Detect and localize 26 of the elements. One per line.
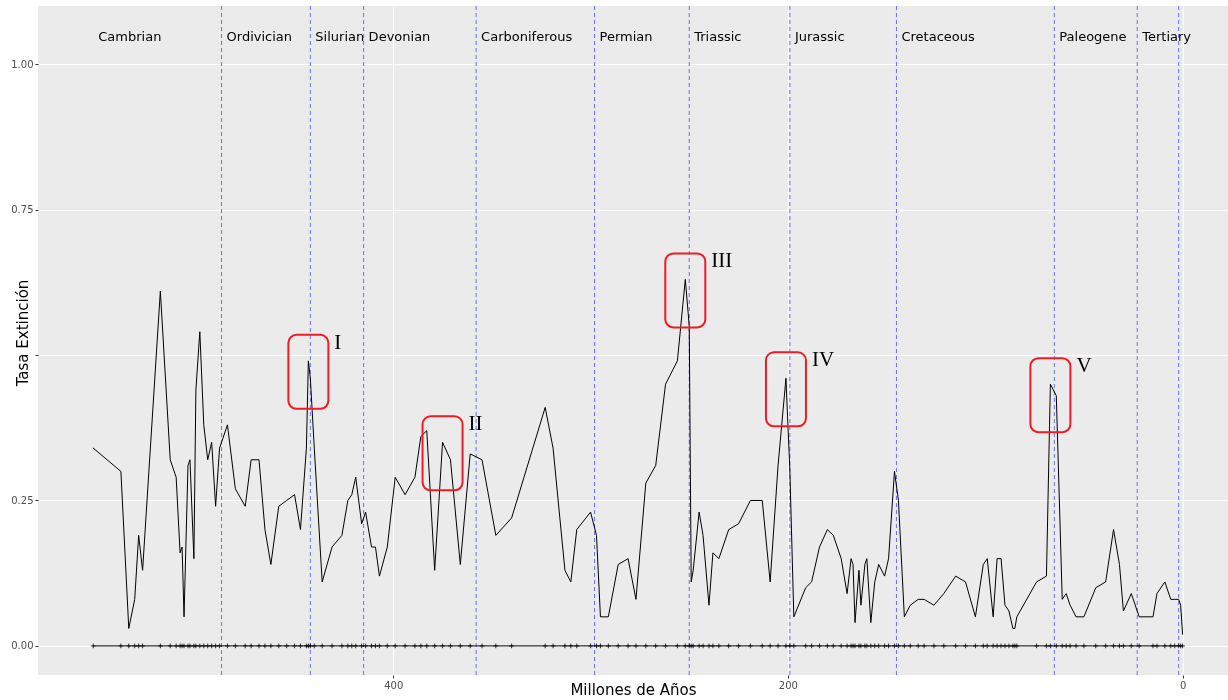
annotation: Silurian bbox=[315, 29, 365, 44]
annotation: III bbox=[711, 248, 733, 273]
x-tick-label: 200 bbox=[778, 679, 798, 691]
annotation: Jurassic bbox=[793, 29, 845, 44]
annotation: Paleogene bbox=[1059, 29, 1127, 44]
annotation: Permian bbox=[599, 29, 653, 44]
x-tick-label: 400 bbox=[384, 679, 404, 691]
line-series bbox=[92, 278, 1184, 635]
y-axis-title: Tasa Extinción bbox=[13, 279, 32, 388]
y-tick-label: 0.25 bbox=[11, 494, 34, 506]
annotation: V bbox=[1076, 353, 1092, 378]
annotation: I bbox=[334, 329, 342, 354]
x-tick-label: 0 bbox=[1179, 679, 1187, 691]
annotation: Devonian bbox=[368, 29, 431, 44]
y-tick-label: 0.75 bbox=[11, 204, 34, 216]
annotation: IV bbox=[811, 347, 835, 372]
x-axis-title: Millones de Años bbox=[570, 680, 697, 699]
annotation: II bbox=[468, 411, 483, 436]
annotation: Triassic bbox=[693, 29, 742, 44]
y-tick-label: 0.00 bbox=[11, 640, 34, 652]
y-tick-label: 1.00 bbox=[11, 58, 34, 70]
annotation: Ordivician bbox=[226, 29, 293, 44]
annotation: Tertiary bbox=[1141, 29, 1192, 44]
annotation: Cretaceous bbox=[901, 29, 975, 44]
annotation: Carboniferous bbox=[481, 29, 573, 44]
annotation: Cambrian bbox=[98, 29, 162, 44]
